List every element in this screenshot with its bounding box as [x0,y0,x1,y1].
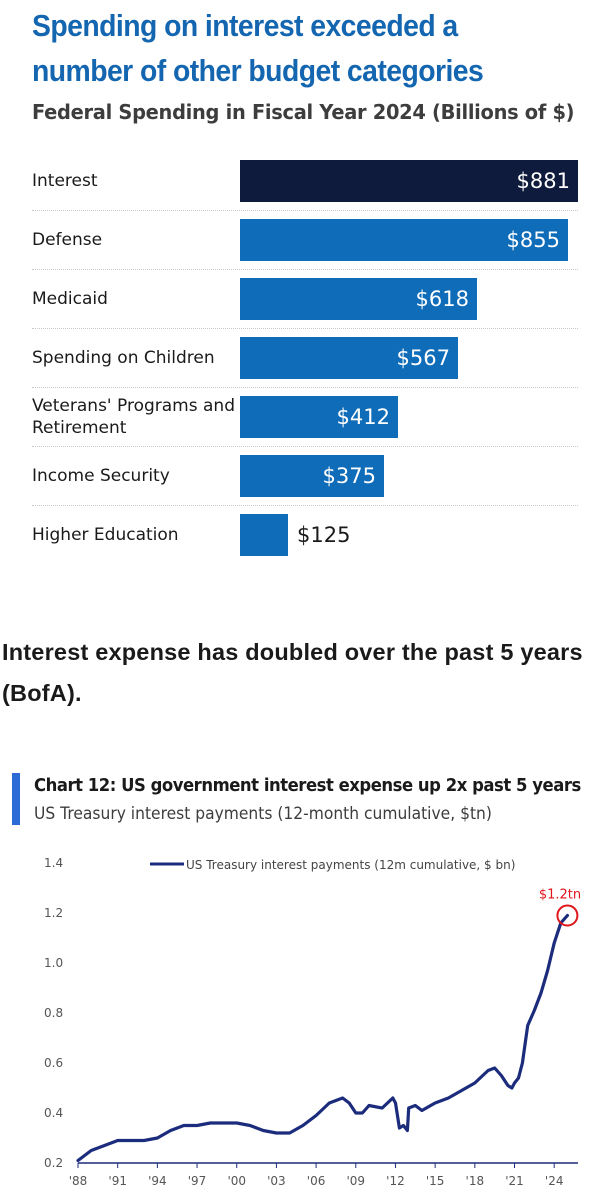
x-tick-label: '06 [307,1174,326,1188]
bar-label-line: Spending on Children [32,348,215,368]
x-tick-label: '94 [148,1174,167,1188]
bar-value-label: $125 [297,523,351,547]
bar-label: Veterans' Programs and Retirement [32,395,235,439]
bar-label: Medicaid [32,288,108,310]
bar-label-line: Veterans' Programs and [32,396,235,416]
bar-value-label: $375 [322,464,376,488]
chart2-accent-bar [12,773,20,825]
bar [240,337,458,379]
x-tick-label: '24 [545,1174,564,1188]
bar-value-label: $567 [396,346,450,370]
y-tick-label: 0.2 [44,1156,63,1170]
legend-label: US Treasury interest payments (12m cumul… [186,858,515,872]
bar-label: Defense [32,229,102,251]
bar-label-line: Income Security [32,466,170,486]
bar-label: Interest [32,170,98,192]
row-separator [32,210,578,211]
bar-label: Spending on Children [32,347,215,369]
row-separator [32,446,578,447]
chart2-subtitle: US Treasury interest payments (12-month … [34,804,492,823]
y-tick-label: 0.8 [44,1006,63,1020]
annotation-label: $1.2tn [539,888,581,903]
bar-label: Higher Education [32,524,179,546]
annotation-circle [556,904,579,927]
x-tick-label: '03 [267,1174,286,1188]
row-separator [32,387,578,388]
x-tick-label: '15 [426,1174,445,1188]
x-tick-label: '21 [505,1174,524,1188]
y-tick-label: 1.4 [44,856,63,870]
series-line-us-treasury-interest [76,913,569,1163]
bar-value-label: $881 [516,169,570,193]
bar-label-line: Retirement [32,418,127,438]
x-tick-label: '18 [466,1174,485,1188]
x-tick-label: '88 [69,1174,88,1188]
x-tick-label: '09 [346,1174,365,1188]
bar-value-label: $618 [415,287,469,311]
chart2-title: Chart 12: US government interest expense… [34,776,581,796]
row-separator [32,269,578,270]
chart2-line-chart: 0.2 0.4 0.6 0.8 1.0 1.2 1.4 '88 '91 '94 '97 '00 '03… [44,856,581,1188]
y-tick-label: 0.4 [44,1106,63,1120]
x-tick-label: '91 [108,1174,127,1188]
x-tick-label: '00 [227,1174,246,1188]
bar-label-line: Defense [32,230,103,250]
bar-label-line: Medicaid [32,289,108,309]
bar [240,396,398,438]
bar [240,455,384,497]
bar-value-label: $412 [336,405,390,429]
y-tick-label: 1.2 [44,906,63,920]
bar-label: Income Security [32,465,170,487]
commentary-text: Interest expense has doubled over the pa… [2,639,583,706]
chart1-title: Spending on interest exceeded a number o… [32,9,484,88]
bar [240,219,568,261]
bar [240,278,477,320]
bar-value-label: $855 [506,228,560,252]
bar [240,160,578,202]
bar-label-line: Higher Education [32,525,179,545]
chart1-subtitle: Federal Spending in Fiscal Year 2024 (Bi… [32,100,575,124]
row-separator [32,505,578,506]
x-tick-label: '97 [188,1174,207,1188]
y-tick-label: 1.0 [44,956,63,970]
y-tick-label: 0.6 [44,1056,63,1070]
bar-label-line: Interest [32,171,98,191]
row-separator [32,328,578,329]
x-tick-label: '12 [386,1174,405,1188]
bar [240,514,288,556]
